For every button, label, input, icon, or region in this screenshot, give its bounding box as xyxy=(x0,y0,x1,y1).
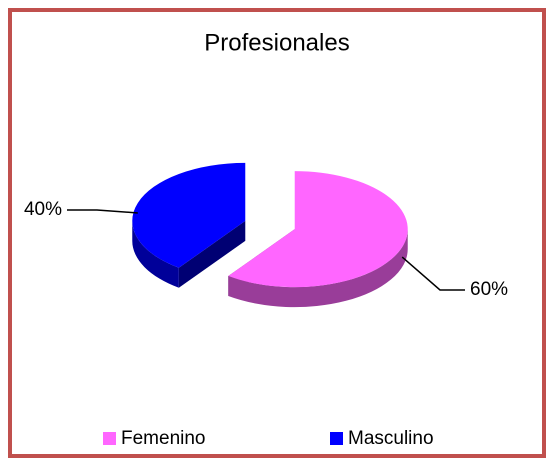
slice-side xyxy=(132,220,179,288)
slice-top xyxy=(228,171,408,288)
pie-slice xyxy=(132,162,246,288)
slice-top xyxy=(132,162,246,268)
chart-title: Profesionales xyxy=(204,29,349,56)
legend-label: Masculino xyxy=(348,428,434,449)
data-label: 40% xyxy=(24,199,62,220)
chart-border xyxy=(8,8,546,458)
legend-swatch xyxy=(330,432,343,445)
pie-slice xyxy=(228,171,408,308)
leader-line xyxy=(401,256,465,291)
slice-side xyxy=(228,229,408,308)
leader-line xyxy=(67,209,138,214)
slice-cut-face xyxy=(178,220,246,288)
legend-swatch xyxy=(103,432,116,445)
legend-label: Femenino xyxy=(121,428,206,449)
data-label: 60% xyxy=(470,279,508,300)
